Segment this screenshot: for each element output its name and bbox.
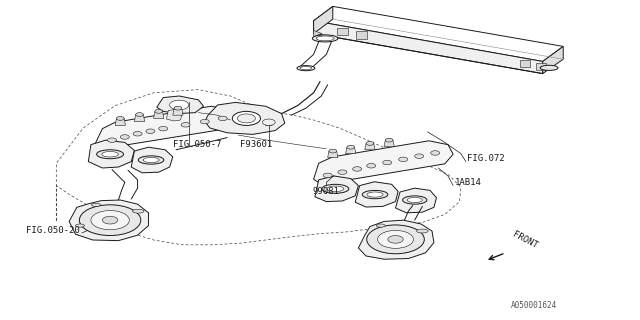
Text: FIG.050-7: FIG.050-7 (173, 140, 221, 149)
Circle shape (159, 126, 168, 131)
Polygon shape (69, 200, 148, 241)
Polygon shape (520, 60, 530, 67)
Ellipse shape (297, 66, 315, 71)
Ellipse shape (92, 203, 100, 206)
Circle shape (338, 170, 347, 174)
Polygon shape (314, 6, 563, 61)
Polygon shape (95, 106, 237, 154)
Ellipse shape (97, 150, 124, 159)
Ellipse shape (362, 190, 388, 199)
Polygon shape (356, 31, 367, 39)
Ellipse shape (76, 224, 84, 227)
Polygon shape (264, 121, 273, 125)
Circle shape (415, 154, 424, 158)
Polygon shape (314, 6, 333, 34)
Circle shape (79, 205, 141, 236)
Circle shape (116, 116, 124, 120)
Ellipse shape (403, 196, 427, 204)
Text: FRONT: FRONT (511, 230, 539, 250)
Polygon shape (134, 115, 145, 122)
Polygon shape (346, 147, 356, 154)
Ellipse shape (312, 35, 338, 42)
Circle shape (120, 135, 129, 139)
Ellipse shape (322, 184, 349, 193)
Text: F93601: F93601 (240, 140, 272, 149)
Circle shape (200, 119, 209, 124)
Circle shape (329, 149, 337, 153)
Circle shape (181, 123, 190, 127)
Circle shape (237, 114, 255, 123)
Circle shape (385, 138, 393, 142)
Circle shape (133, 132, 142, 136)
Circle shape (91, 211, 129, 230)
Circle shape (366, 141, 374, 145)
Polygon shape (314, 141, 453, 186)
Polygon shape (328, 151, 338, 157)
Circle shape (378, 230, 413, 248)
Polygon shape (315, 176, 358, 202)
Circle shape (367, 164, 376, 168)
Polygon shape (355, 182, 398, 207)
Polygon shape (131, 147, 173, 173)
Polygon shape (314, 30, 322, 37)
Circle shape (232, 111, 260, 125)
Circle shape (388, 236, 403, 243)
Polygon shape (88, 140, 134, 168)
Polygon shape (173, 108, 183, 115)
Ellipse shape (300, 67, 312, 70)
Polygon shape (543, 46, 563, 74)
Ellipse shape (143, 157, 159, 163)
Polygon shape (396, 188, 436, 213)
Circle shape (174, 106, 182, 110)
Polygon shape (358, 220, 434, 259)
Circle shape (108, 138, 116, 142)
Polygon shape (384, 140, 394, 147)
Ellipse shape (327, 186, 344, 191)
Polygon shape (154, 111, 164, 118)
Ellipse shape (407, 197, 422, 203)
Circle shape (367, 225, 424, 254)
Circle shape (353, 167, 362, 171)
Ellipse shape (417, 229, 428, 233)
Circle shape (262, 119, 275, 125)
Polygon shape (115, 118, 125, 125)
Circle shape (383, 160, 392, 165)
Circle shape (399, 157, 408, 162)
Polygon shape (365, 143, 375, 150)
Polygon shape (337, 28, 348, 36)
Text: FIG.050-20: FIG.050-20 (26, 226, 79, 235)
Ellipse shape (367, 192, 383, 197)
Polygon shape (157, 96, 204, 114)
Circle shape (347, 145, 355, 149)
Polygon shape (314, 21, 543, 74)
Circle shape (431, 151, 440, 155)
Ellipse shape (132, 209, 144, 213)
Ellipse shape (376, 224, 385, 227)
Text: A050001624: A050001624 (511, 301, 557, 310)
Polygon shape (205, 102, 285, 134)
Circle shape (155, 109, 163, 113)
Ellipse shape (540, 65, 558, 70)
Ellipse shape (316, 36, 334, 41)
Polygon shape (536, 63, 546, 70)
Text: 1AB14: 1AB14 (454, 178, 481, 187)
Circle shape (218, 116, 227, 121)
Circle shape (170, 100, 189, 110)
Circle shape (146, 129, 155, 133)
Text: 99081: 99081 (312, 187, 339, 196)
Ellipse shape (138, 156, 164, 164)
Circle shape (102, 216, 118, 224)
Ellipse shape (102, 152, 118, 157)
Polygon shape (166, 109, 182, 121)
Circle shape (136, 113, 143, 116)
Circle shape (323, 173, 332, 178)
Text: FIG.072: FIG.072 (467, 154, 505, 163)
